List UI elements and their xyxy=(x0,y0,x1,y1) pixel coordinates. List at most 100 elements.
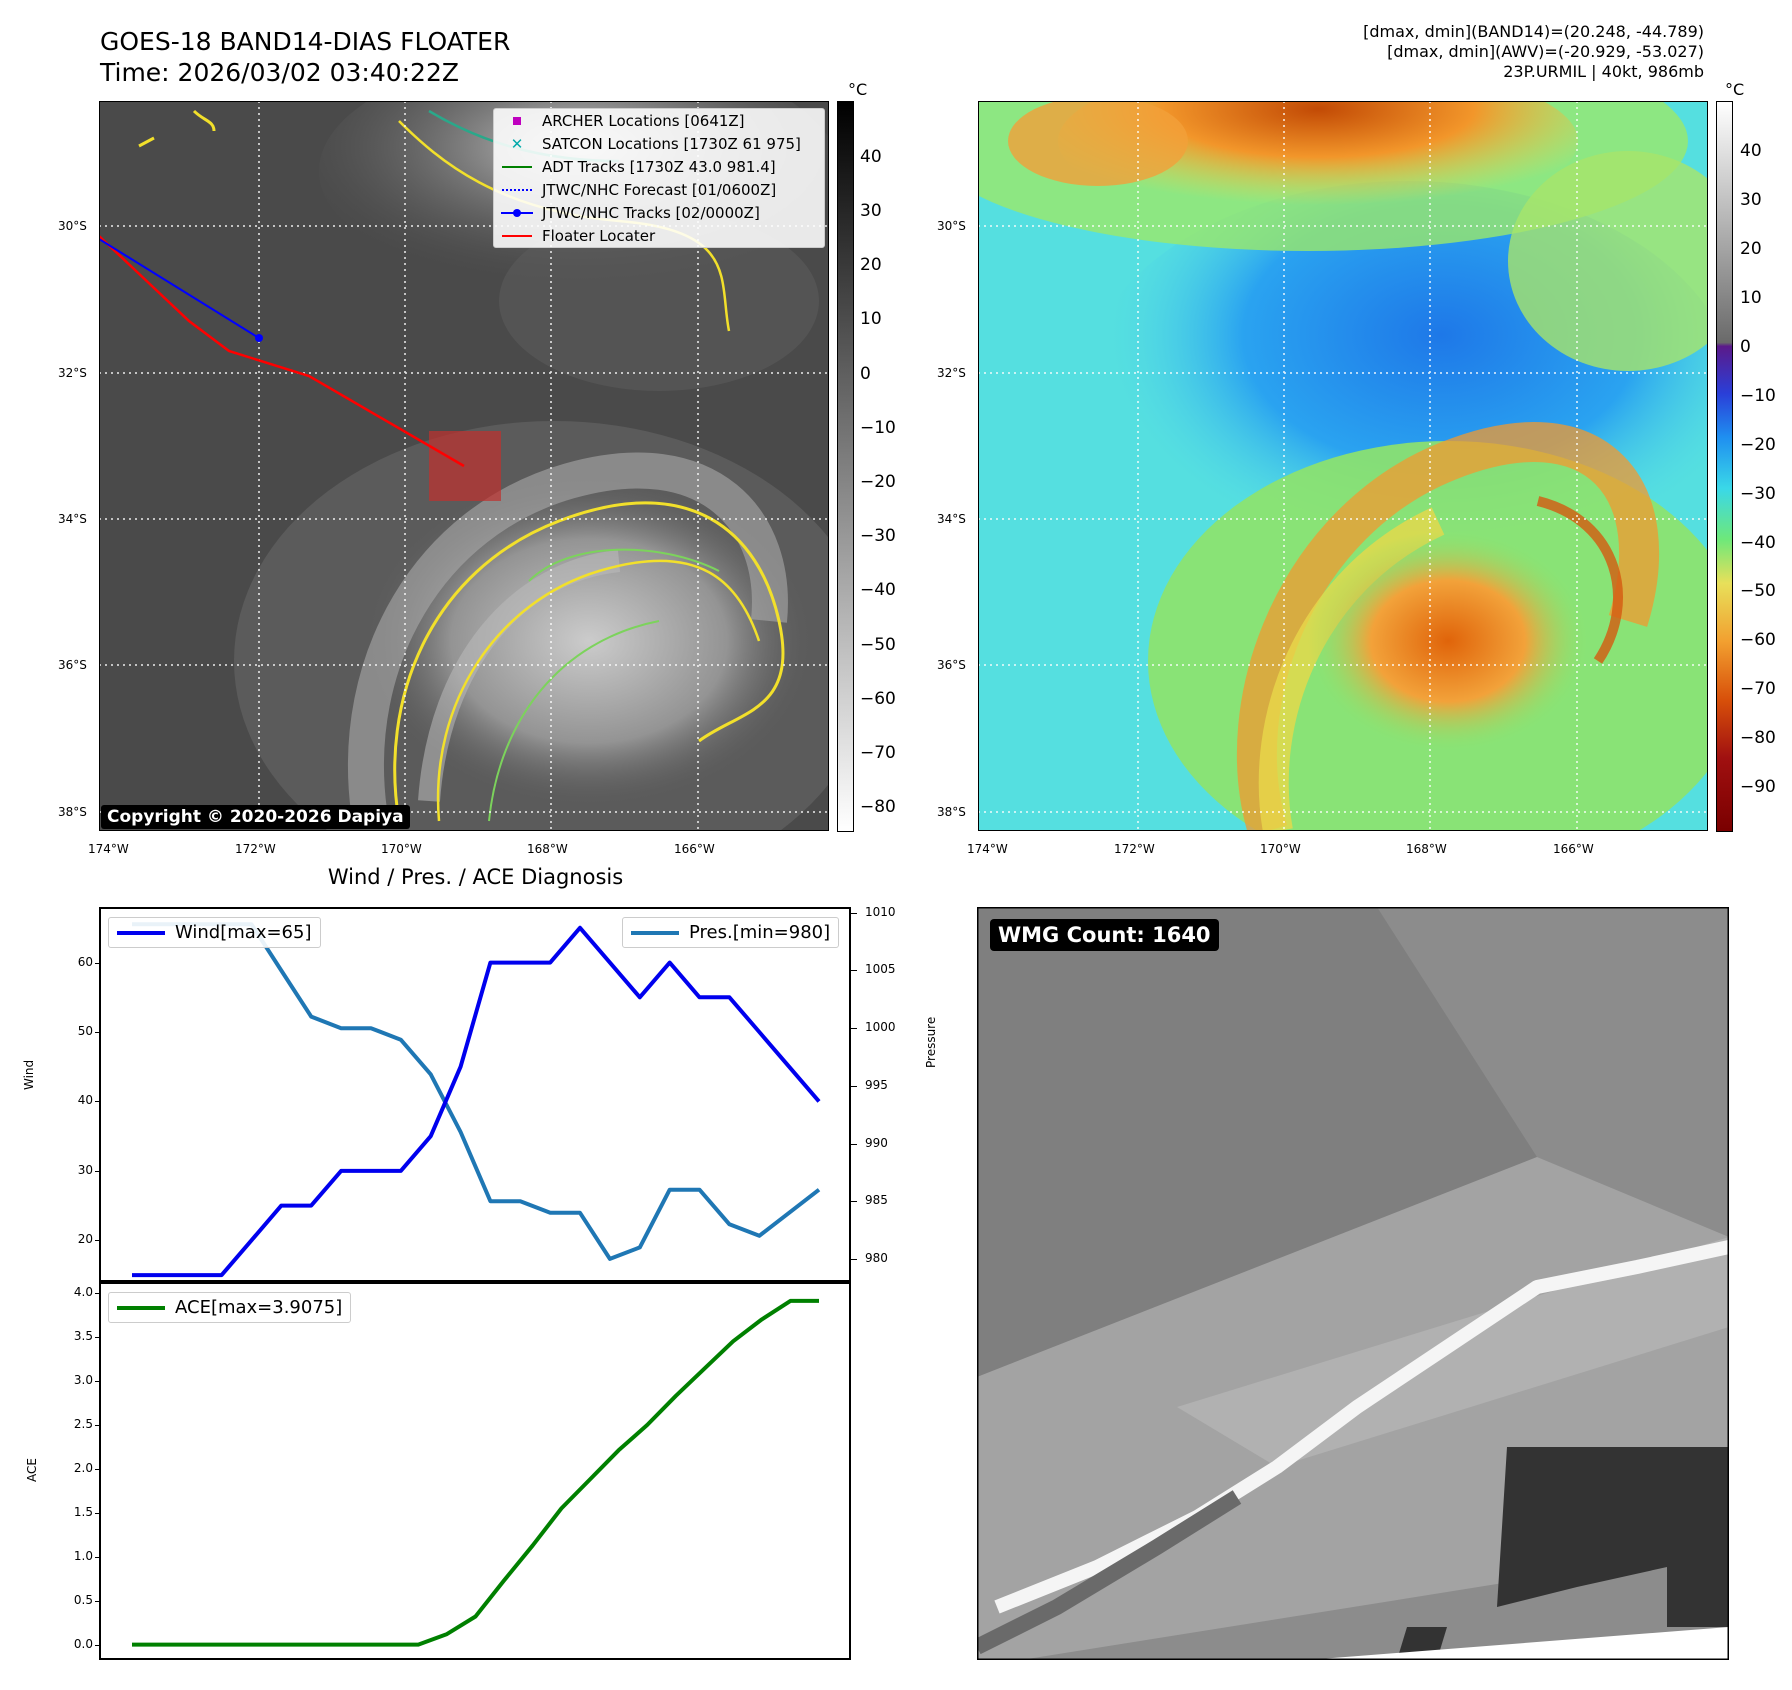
lon-label: 166°W xyxy=(1553,842,1594,856)
stats-line-awv: [dmax, dmin](AWV)=(-20.929, -53.027) xyxy=(1387,42,1704,61)
legend-label: Wind[max=65] xyxy=(175,922,312,943)
ace-ytick: 0.0 xyxy=(73,1636,93,1651)
colorbar-tick: 40 xyxy=(1740,141,1762,161)
legend-label: ADT Tracks [1730Z 43.0 981.4] xyxy=(542,157,776,176)
pressure-ytick: 1000 xyxy=(865,1020,896,1035)
copyright-label: Copyright © 2020-2026 Dapiya xyxy=(101,805,410,829)
colorbar-tick: −90 xyxy=(1740,777,1776,797)
ace-axes xyxy=(99,1282,851,1660)
tick-mark xyxy=(851,1201,857,1203)
pressure-ytick: 990 xyxy=(865,1135,888,1150)
legend-label: JTWC/NHC Tracks [02/0000Z] xyxy=(542,203,760,222)
colorbar-tick: −20 xyxy=(860,472,896,492)
ace-ytick: 0.5 xyxy=(73,1592,93,1607)
tick-mark xyxy=(851,970,857,972)
diagnosis-title: Wind / Pres. / ACE Diagnosis xyxy=(327,865,624,889)
wind-axis-label: Wind xyxy=(22,1059,36,1090)
lat-label: 34°S xyxy=(58,512,87,526)
ace-ytick: 3.5 xyxy=(73,1328,93,1343)
tick-mark xyxy=(95,1380,101,1382)
colorbar-tick: −80 xyxy=(1740,728,1776,748)
tick-mark xyxy=(851,1258,857,1260)
ace-legend: ACE[max=3.9075] xyxy=(108,1292,352,1323)
pressure-ytick: 980 xyxy=(865,1250,888,1265)
colorbar-tick: 0 xyxy=(1740,337,1751,357)
tick-mark xyxy=(95,1512,101,1514)
lat-label: 36°S xyxy=(937,658,966,672)
wind-ytick: 60 xyxy=(77,954,93,969)
ace-ytick: 1.5 xyxy=(73,1504,93,1519)
ace-plot xyxy=(132,1298,819,1647)
legend-label: ACE[max=3.9075] xyxy=(175,1297,343,1318)
legend-item-floater: Floater Locater xyxy=(494,224,824,247)
pressure-ytick: 995 xyxy=(865,1077,888,1092)
colorbar-tick: −30 xyxy=(1740,484,1776,504)
jtwc-track xyxy=(99,238,260,339)
tick-mark xyxy=(95,1644,101,1646)
floater-locater-track xyxy=(99,235,465,468)
colorbar-tick: 20 xyxy=(860,255,882,275)
lat-label: 38°S xyxy=(58,805,87,819)
lon-label: 172°W xyxy=(235,842,276,856)
line-icon xyxy=(500,165,534,168)
tick-mark xyxy=(851,1143,857,1145)
pressure-ytick: 985 xyxy=(865,1193,888,1208)
stats-line-storm: 23P.URMIL | 40kt, 986mb xyxy=(1503,62,1704,81)
tick-mark xyxy=(851,912,857,914)
colorbar-tick: −10 xyxy=(860,418,896,438)
legend-line-icon xyxy=(117,1305,165,1310)
lon-label: 174°W xyxy=(967,842,1008,856)
colorbar-tick: −40 xyxy=(860,580,896,600)
awv-map xyxy=(978,101,1708,831)
legend-item-archer: ARCHER Locations [0641Z] xyxy=(494,109,824,132)
legend-item-tracks: JTWC/NHC Tracks [02/0000Z] xyxy=(494,201,824,224)
wind-ytick: 50 xyxy=(77,1024,93,1038)
colorbar-tick: 20 xyxy=(1740,239,1762,259)
ace-axis-label: ACE xyxy=(25,1458,39,1482)
lon-label: 170°W xyxy=(1260,842,1301,856)
ir-colorbar-ticks: 40 30 20 10 0 −10 −20 −30 −40 −50 −60 −7… xyxy=(860,101,904,830)
wind-series-line xyxy=(132,925,821,1278)
pressure-ytick: 1010 xyxy=(865,904,896,919)
colorbar-unit: °C xyxy=(848,80,868,99)
colorbar-tick: 40 xyxy=(860,147,882,167)
lon-label: 168°W xyxy=(527,842,568,856)
lat-label: 32°S xyxy=(58,366,87,380)
tick-mark xyxy=(95,1032,101,1033)
ace-ytick: 1.0 xyxy=(73,1548,93,1563)
lat-label: 38°S xyxy=(937,805,966,819)
legend-line-icon xyxy=(117,930,165,935)
pressure-axis-label: Pressure xyxy=(924,1016,938,1068)
ace-ytick: 3.0 xyxy=(73,1372,93,1387)
square-marker-icon xyxy=(500,116,534,125)
wind-pressure-axes xyxy=(99,907,851,1282)
lon-label: 174°W xyxy=(88,842,129,856)
wmg-panel xyxy=(977,907,1729,1660)
awv-colorbar-ticks: 40 30 20 10 0 −10 −20 −30 −40 −50 −60 −7… xyxy=(1740,101,1788,830)
floater-box xyxy=(429,431,501,501)
figure-title-line2: Time: 2026/03/02 03:40:22Z xyxy=(100,58,459,87)
tick-mark xyxy=(95,1336,101,1338)
legend-label: SATCON Locations [1730Z 61 975] xyxy=(542,134,801,153)
colorbar-tick: −40 xyxy=(1740,533,1776,553)
line-icon xyxy=(500,234,534,237)
colorbar-tick: −10 xyxy=(1740,386,1776,406)
tick-mark xyxy=(95,1424,101,1426)
tick-mark xyxy=(95,1240,101,1242)
pressure-ytick: 1005 xyxy=(865,962,896,977)
colorbar-tick: 0 xyxy=(860,364,871,384)
lat-label: 34°S xyxy=(937,512,966,526)
colorbar-tick: 30 xyxy=(860,201,882,221)
colorbar-tick: 30 xyxy=(1740,190,1762,210)
lat-label: 30°S xyxy=(937,219,966,233)
tick-mark xyxy=(95,1170,101,1172)
pressure-series-line xyxy=(132,922,821,1261)
colorbar-tick: 10 xyxy=(860,309,882,329)
ace-series-line xyxy=(132,1298,819,1647)
colorbar-tick: −60 xyxy=(1740,630,1776,650)
colorbar-tick: −50 xyxy=(860,635,896,655)
colorbar-tick: −70 xyxy=(860,743,896,763)
tick-mark xyxy=(851,1028,857,1030)
ace-ytick: 2.0 xyxy=(73,1460,93,1475)
ace-ytick: 4.0 xyxy=(73,1285,93,1299)
